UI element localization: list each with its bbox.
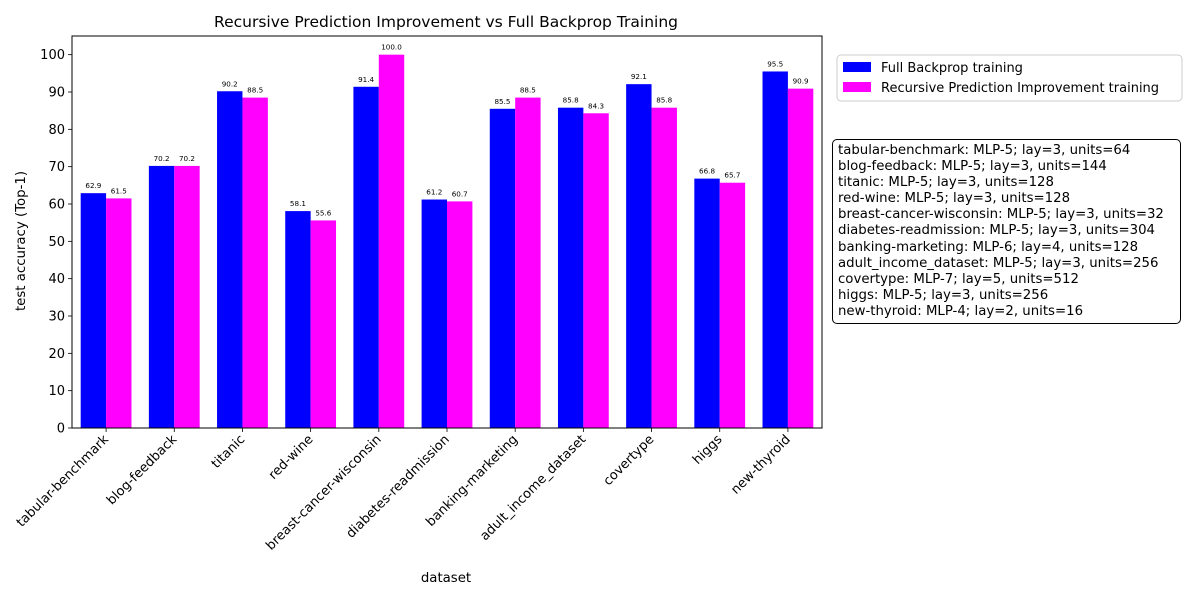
bar-value-label: 65.7 <box>724 171 740 180</box>
legend-frame <box>836 54 1183 102</box>
bar-full-backprop-2 <box>217 91 243 429</box>
bar-value-label: 85.8 <box>656 96 672 105</box>
bar-rpi-4 <box>378 54 405 429</box>
bar-rpi-1 <box>174 165 200 429</box>
y-tick-label: 20 <box>48 347 65 362</box>
model-config-line: adult_income_dataset: MLP-5; lay=3, unit… <box>838 255 1159 271</box>
bar-value-label: 58.1 <box>290 199 306 208</box>
model-config-annotation-box: tabular-benchmark: MLP-5; lay=3, units=6… <box>832 139 1181 324</box>
x-tick-label: covertype <box>601 432 658 489</box>
y-axis-label: test accuracy (Top-1) <box>14 171 29 311</box>
model-config-line: diabetes-readmission: MLP-5; lay=3, unit… <box>838 223 1155 239</box>
model-config-line: blog-feedback: MLP-5; lay=3, units=144 <box>838 159 1107 175</box>
bar-value-label: 61.5 <box>111 186 127 195</box>
bar-value-label: 60.7 <box>452 189 468 198</box>
y-tick-label: 90 <box>48 86 65 101</box>
legend: Full Backprop training Recursive Predicti… <box>836 54 1183 102</box>
model-config-line: banking-marketing: MLP-6; lay=4, units=1… <box>838 239 1139 255</box>
x-tick-label: tabular-benchmark <box>14 432 112 530</box>
bar-rpi-5 <box>447 201 473 428</box>
bar-full-backprop-10 <box>762 71 788 428</box>
legend-swatch-full-backprop <box>843 62 871 72</box>
y-tick-label: 60 <box>48 198 65 213</box>
plot-frame <box>71 35 823 429</box>
bar-value-label: 84.3 <box>588 101 604 110</box>
y-tick-label: 50 <box>48 235 65 250</box>
bar-value-label: 55.6 <box>315 208 331 217</box>
x-tick-label: new-thyroid <box>728 432 793 497</box>
bar-full-backprop-6 <box>489 108 516 429</box>
bar-value-label: 61.2 <box>426 188 442 197</box>
bar-value-label: 66.8 <box>699 167 715 176</box>
bar-rpi-2 <box>242 97 268 428</box>
model-config-line: red-wine: MLP-5; lay=3, units=128 <box>838 191 1071 207</box>
y-tick-label: 0 <box>57 422 65 437</box>
bar-rpi-6 <box>515 97 541 428</box>
model-config-line: higgs: MLP-5; lay=3, units=256 <box>838 287 1049 303</box>
chart-title: Recursive Prediction Improvement vs Full… <box>214 13 678 31</box>
y-tick-label: 100 <box>40 48 65 63</box>
x-tick-label: higgs <box>690 432 726 468</box>
x-axis-label: dataset <box>421 571 471 586</box>
bar-full-backprop-8 <box>626 84 652 428</box>
model-config-line: breast-cancer-wisconsin: MLP-5; lay=3, u… <box>838 207 1164 223</box>
legend-entry-label: Recursive Prediction Improvement trainin… <box>881 81 1159 96</box>
bar-full-backprop-9 <box>694 178 720 428</box>
bar-value-label: 92.1 <box>631 72 647 81</box>
bar-value-label: 95.5 <box>767 59 783 68</box>
bar-value-label: 88.5 <box>520 86 536 95</box>
bar-value-label: 70.2 <box>179 154 195 163</box>
bar-full-backprop-7 <box>557 107 584 429</box>
bar-full-backprop-1 <box>148 165 175 429</box>
plot-area: 62.9 61.5 tabular-benchmark 70.2 70.2 blog-fe… <box>14 35 823 554</box>
x-tick-label: breast-cancer-wisconsin <box>263 432 384 553</box>
bar-value-label: 85.8 <box>563 96 579 105</box>
bar-value-label: 91.4 <box>358 75 374 84</box>
bar-value-label: 90.9 <box>793 77 809 86</box>
bar-value-label: 100.0 <box>381 43 402 52</box>
y-tick-label: 70 <box>48 160 65 175</box>
x-tick-label: red-wine <box>266 432 317 483</box>
bar-value-label: 90.2 <box>222 79 238 88</box>
x-tick-label: titanic <box>209 432 248 471</box>
model-config-line: titanic: MLP-5; lay=3, units=128 <box>838 175 1054 191</box>
y-tick-label: 30 <box>48 310 65 325</box>
bar-value-label: 85.5 <box>494 97 510 106</box>
bar-value-label: 62.9 <box>85 181 101 190</box>
bar-full-backprop-0 <box>80 193 107 428</box>
bar-full-backprop-3 <box>285 211 311 428</box>
model-config-line: tabular-benchmark: MLP-5; lay=3, units=6… <box>838 143 1131 158</box>
x-tick-label: blog-feedback <box>104 432 180 508</box>
bar-rpi-8 <box>651 107 677 429</box>
y-tick-label: 80 <box>48 123 65 138</box>
bar-full-backprop-5 <box>421 199 447 428</box>
legend-swatch-rpi <box>843 82 871 92</box>
bar-rpi-3 <box>310 220 337 428</box>
bar-rpi-10 <box>787 88 814 428</box>
bar-value-label: 88.5 <box>247 86 263 95</box>
y-tick-label: 40 <box>48 272 65 287</box>
bar-rpi-0 <box>106 198 132 428</box>
y-tick-label: 10 <box>48 384 65 399</box>
model-config-line: covertype: MLP-7; lay=5, units=512 <box>838 271 1079 287</box>
bar-full-backprop-4 <box>353 86 379 429</box>
bar-value-label: 70.2 <box>154 154 170 163</box>
bar-rpi-9 <box>719 182 746 428</box>
legend-entry-label: Full Backprop training <box>881 61 1023 76</box>
model-config-line: new-thyroid: MLP-4; lay=2, units=16 <box>838 303 1084 319</box>
bar-rpi-7 <box>583 113 609 428</box>
